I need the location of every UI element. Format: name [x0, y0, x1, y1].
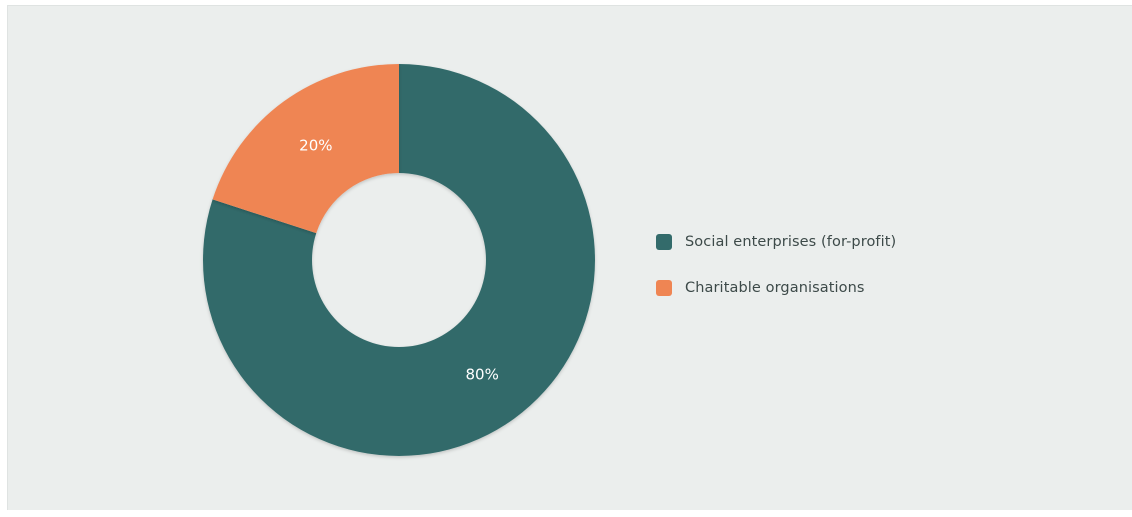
legend-swatch-social-enterprises [656, 233, 672, 250]
slice-social-enterprises-for-profit[interactable] [203, 64, 596, 457]
slice-value-label-social-enterprises-for-profit: 80% [465, 365, 498, 383]
chart-legend: Social enterprises (for-profit) Charitab… [656, 229, 896, 321]
donut-value-labels: 80% 20% [299, 137, 499, 384]
slice-charitable-organisations[interactable] [212, 64, 399, 234]
legend-swatch-charitable-organisations [656, 279, 672, 296]
donut-chart: 80% 20% [203, 64, 596, 457]
donut-slices [203, 64, 596, 457]
legend-label-social-enterprises: Social enterprises (for-profit) [685, 233, 897, 250]
legend-item-charitable-organisations[interactable]: Charitable organisations [656, 275, 896, 300]
legend-item-social-enterprises[interactable]: Social enterprises (for-profit) [656, 229, 896, 254]
chart-panel: 80% 20% Social enterprises (for-profit) C… [7, 5, 1132, 510]
slice-value-label-charitable-organisations: 20% [299, 137, 332, 155]
legend-label-charitable-organisations: Charitable organisations [685, 279, 865, 296]
